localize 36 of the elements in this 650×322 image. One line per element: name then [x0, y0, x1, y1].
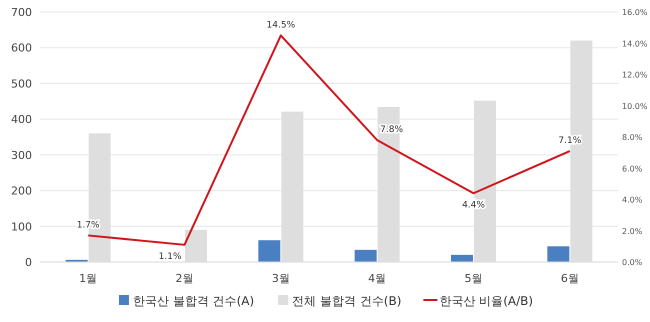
- y-tick-label: 200: [11, 184, 32, 198]
- bar: [451, 254, 473, 262]
- y2-tick-label: 0.0%: [622, 258, 643, 267]
- data-label: 4.4%: [462, 200, 486, 210]
- y-tick-label: 0: [25, 256, 32, 269]
- legend-label: 한국산 비율(A/B): [439, 294, 534, 308]
- y2-tick-label: 4.0%: [622, 196, 643, 204]
- y2-tick-label: 14.0%: [622, 39, 648, 48]
- y-tick-label: 400: [11, 113, 32, 126]
- data-label: 14.5%: [266, 20, 296, 30]
- legend-label: 한국산 불합격 건수(A): [132, 294, 254, 308]
- data-label: 1.1%: [158, 252, 182, 262]
- y-tick-label: 300: [11, 148, 32, 162]
- y2-tick-label: 2.0%: [622, 226, 643, 236]
- data-label: 7.8%: [380, 125, 404, 136]
- x-tick-label: 1월: [79, 272, 98, 285]
- x-tick-label: 4월: [368, 272, 386, 285]
- y-tick-label: 100: [11, 220, 32, 234]
- data-label: 7.1%: [558, 136, 582, 146]
- y-tick-label: 700: [11, 6, 32, 19]
- x-tick-label: 6월: [560, 272, 579, 285]
- x-tick-label: 5월: [464, 272, 482, 285]
- y-tick-label: 500: [11, 77, 32, 90]
- bar: [547, 246, 570, 262]
- x-tick-label: 2월: [176, 272, 194, 285]
- bar: [354, 250, 377, 262]
- bar: [258, 240, 280, 262]
- y2-tick-label: 8.0%: [622, 133, 643, 142]
- y2-tick-label: 6.0%: [622, 164, 643, 174]
- legend-label: 전체 불합격 건수(B): [292, 294, 402, 308]
- y-tick-label: 600: [11, 42, 32, 55]
- x-tick-label: 3월: [272, 272, 290, 285]
- data-label: 1.7%: [76, 220, 100, 230]
- y2-tick-label: 12.0%: [622, 70, 648, 80]
- y2-tick-label: 16.0%: [622, 8, 648, 17]
- y2-tick-label: 10.0%: [622, 102, 648, 111]
